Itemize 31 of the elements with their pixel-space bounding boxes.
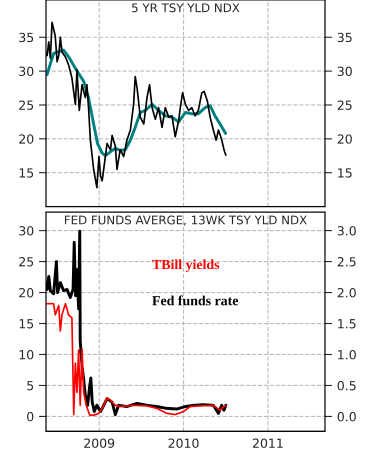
y-tick-label: 20 (19, 134, 34, 144)
y2-tick-label: 1.5 (338, 319, 356, 328)
y-tick-label: 25 (19, 100, 34, 110)
y-tick-label: 15 (20, 168, 34, 178)
text: TBill yields (152, 259, 220, 272)
y2-tick-label: 25 (338, 100, 352, 110)
y-tick-label: 5 (27, 381, 34, 390)
y2-tick-label: 15 (338, 168, 352, 178)
y-tick-label: 20 (19, 288, 34, 298)
y-tick-label: 15 (20, 319, 34, 328)
x-tick-label: 2011 (252, 438, 283, 448)
y2-tick-label: 20 (338, 134, 352, 144)
y-tick-label: 35 (19, 32, 34, 42)
y-tick-label: 0 (27, 412, 34, 422)
chart-title: FED FUNDS AVERGE, 13WK TSY YLD NDX (64, 216, 307, 226)
x-tick-label: 2009 (84, 438, 114, 448)
y2-tick-label: 0.0 (338, 412, 356, 422)
y2-tick-label: 35 (338, 32, 352, 42)
y2-tick-label: 2.5 (338, 257, 356, 266)
y-tick-label: 10 (20, 350, 34, 360)
x-tick-label: 2010 (168, 438, 199, 448)
chart-title: 5 YR TSY YLD NDX (132, 3, 240, 12)
y2-tick-label: 2.0 (338, 288, 356, 298)
y2-tick-label: 0.5 (338, 380, 356, 390)
y2-tick-label: 30 (338, 66, 352, 76)
text: Fed funds rate (152, 295, 238, 306)
y2-tick-label: 1.0 (338, 350, 356, 360)
y-tick-label: 25 (19, 257, 34, 266)
y-tick-label: 30 (19, 66, 34, 76)
y2-tick-label: 3.0 (338, 226, 356, 236)
y-tick-label: 30 (19, 226, 34, 236)
